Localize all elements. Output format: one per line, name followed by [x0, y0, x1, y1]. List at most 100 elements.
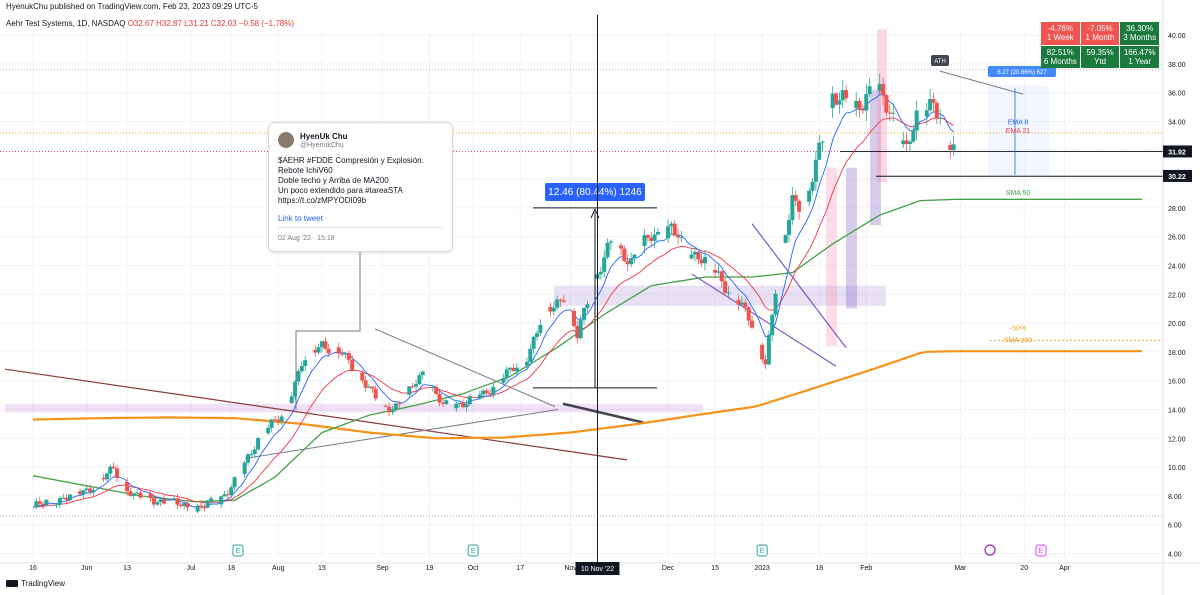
candle — [383, 403, 388, 407]
candle — [64, 494, 69, 505]
candle-body — [343, 353, 348, 355]
candle-body — [703, 257, 707, 264]
candle — [84, 485, 89, 493]
candle-body — [501, 378, 506, 383]
candle — [797, 198, 802, 220]
candle — [608, 239, 613, 251]
candle — [487, 388, 492, 398]
candle — [528, 344, 533, 363]
candle — [484, 388, 489, 396]
candle — [790, 186, 795, 225]
candle-body — [676, 235, 681, 238]
price-tick-label: 28.00 — [1168, 206, 1186, 213]
candle-body — [948, 145, 953, 150]
candle-body — [582, 307, 587, 320]
candle — [269, 419, 274, 433]
symbol-legend: Aehr Test Systems, 1D, NASDAQ O32.67 H32… — [6, 19, 294, 28]
candle — [88, 484, 93, 495]
candle — [393, 402, 398, 412]
candle-body — [508, 367, 513, 370]
price-label: 30.22 — [1168, 174, 1186, 181]
candle-body — [797, 200, 802, 212]
candle-body — [884, 95, 889, 113]
candle — [666, 219, 671, 243]
candle-body — [276, 419, 281, 422]
sma-label: SMA 50 — [1006, 190, 1031, 197]
candle — [326, 343, 331, 358]
candle-body — [313, 349, 318, 353]
tweet-link[interactable]: Link to tweet — [278, 214, 323, 223]
candle-body — [319, 341, 324, 348]
candle — [279, 414, 284, 425]
projection-line — [562, 402, 644, 424]
candle-body — [739, 302, 744, 305]
candle — [679, 230, 684, 243]
candle — [108, 464, 113, 478]
candle-body — [387, 406, 392, 413]
candle — [787, 214, 791, 243]
candle — [931, 92, 936, 113]
candle — [370, 385, 375, 393]
perf-value: -7.05% — [1087, 24, 1113, 34]
candle — [225, 489, 230, 500]
sma-label: SMA 200 — [1004, 338, 1033, 345]
candle — [575, 320, 580, 344]
candle-body — [269, 419, 274, 428]
candle — [346, 350, 351, 365]
candle — [672, 219, 677, 237]
candle — [571, 308, 576, 329]
candle-body — [155, 502, 160, 505]
triangle-upper-line — [374, 328, 556, 408]
candle-body — [793, 195, 798, 201]
candle-body — [914, 110, 919, 131]
candle-body — [598, 271, 603, 275]
candle — [524, 357, 529, 371]
candle-body — [430, 386, 435, 388]
candle — [884, 93, 889, 117]
candle — [739, 296, 744, 307]
candle — [605, 238, 610, 260]
candle-body — [891, 112, 896, 114]
time-tick-label: 13 — [123, 565, 131, 572]
candle-body — [528, 348, 533, 362]
measure-label-box — [545, 183, 645, 201]
price-label: 31.92 — [1168, 149, 1186, 156]
candle — [837, 92, 842, 114]
candle-body — [830, 93, 835, 109]
candle-body — [692, 251, 697, 255]
candle — [91, 487, 96, 497]
candle-body — [407, 386, 412, 395]
candle-body — [726, 292, 731, 294]
candle-body — [487, 393, 492, 395]
candle-body — [303, 360, 308, 367]
candle-body — [736, 299, 741, 305]
candle-body — [807, 190, 812, 202]
time-tick-label: 18 — [815, 565, 823, 572]
candle — [750, 315, 755, 330]
candle — [531, 335, 536, 354]
candle — [178, 502, 183, 508]
candle-body — [41, 503, 46, 506]
candle-body — [719, 271, 724, 282]
candle — [881, 77, 886, 106]
candle-body — [672, 223, 677, 236]
candle — [928, 88, 933, 112]
candle — [104, 472, 109, 482]
candle — [538, 319, 543, 337]
candle-body — [928, 99, 933, 111]
candle — [316, 343, 321, 355]
perf-value: 82.51% — [1046, 47, 1074, 57]
candle-body — [602, 257, 607, 272]
small-measure-label: 6.27 (20.66%) 627 — [997, 70, 1047, 76]
candle-body — [61, 497, 66, 499]
price-tick-label: 6.00 — [1168, 523, 1182, 530]
candle — [813, 151, 818, 191]
candle — [817, 134, 822, 161]
candle-body — [649, 237, 654, 241]
candle-body — [813, 159, 818, 182]
candle-body — [763, 359, 768, 365]
candle — [417, 372, 422, 385]
candle — [655, 228, 660, 235]
candle-body — [219, 496, 224, 505]
